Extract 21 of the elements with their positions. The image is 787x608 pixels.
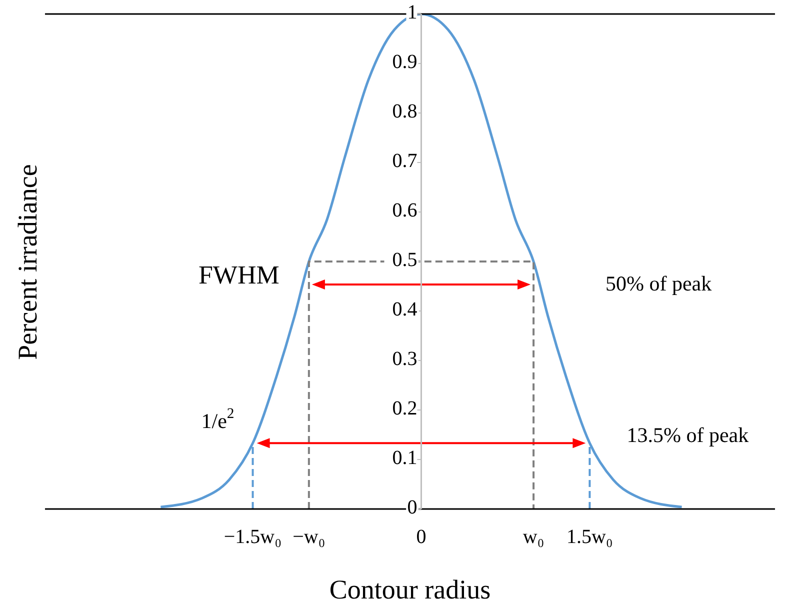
y-tick-label: 0.3 (392, 348, 418, 370)
y-tick-label: 0.8 (392, 100, 418, 123)
annotation: 50% of peak (605, 271, 712, 296)
y-axis-title: Percent irradiance (12, 164, 44, 360)
x-tick-label: 1.5w₀ (566, 526, 613, 548)
x-tick-label: −1.5w₀ (224, 526, 282, 548)
y-tick-label: 0.2 (392, 398, 418, 420)
x-tick-label: w₀ (522, 526, 544, 548)
x-axis-title: Contour radius (329, 574, 491, 606)
y-tick-label: 1 (407, 2, 418, 24)
y-tick-label: 0.6 (392, 200, 418, 222)
y-tick-label: 0.7 (392, 150, 418, 172)
y-tick-label: 0.1 (392, 447, 418, 470)
y-tick-label: 0.5 (392, 249, 418, 272)
y-tick-label: 0 (407, 496, 418, 519)
x-tick-label: −w₀ (292, 526, 326, 548)
annotation: 13.5% of peak (626, 422, 750, 447)
y-tick-label: 0.9 (392, 51, 418, 74)
annotation: FWHM (198, 260, 280, 290)
annotation: 1/e$^{2}$ (201, 406, 234, 433)
y-tick-label: 0.4 (392, 298, 418, 321)
